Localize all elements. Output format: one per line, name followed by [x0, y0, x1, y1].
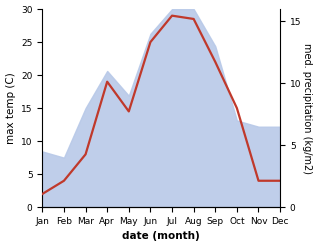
Y-axis label: max temp (C): max temp (C) — [5, 72, 16, 144]
X-axis label: date (month): date (month) — [122, 231, 200, 242]
Y-axis label: med. precipitation (kg/m2): med. precipitation (kg/m2) — [302, 43, 313, 174]
